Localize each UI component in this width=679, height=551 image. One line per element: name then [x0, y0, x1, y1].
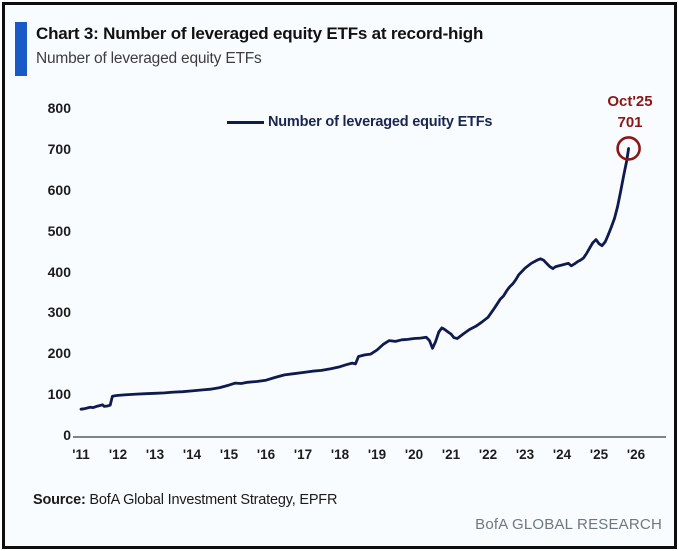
x-tick-label: '26	[626, 447, 646, 462]
data-line	[79, 147, 630, 411]
y-tick-label: 200	[47, 345, 71, 362]
legend-line-swatch	[227, 120, 264, 124]
chart-area: 0 100 200 300 400 500 600 700 800 '11 '12 '13 '14 '1…	[5, 5, 674, 546]
x-tick-label: '13	[145, 447, 165, 462]
y-tick-label: 500	[47, 222, 71, 239]
chart-legend: Number of leveraged equity ETFs	[227, 114, 492, 130]
x-tick-label: '12	[108, 447, 128, 462]
x-tick-label: '15	[219, 447, 239, 462]
y-tick-label: 300	[47, 304, 71, 321]
chart-title: Chart 3: Number of leveraged equity ETFs…	[36, 24, 484, 43]
y-tick-label: 400	[47, 263, 71, 280]
y-tick-label: 100	[47, 386, 71, 403]
x-tick-label: '16	[256, 447, 276, 462]
y-tick-label: 600	[47, 181, 71, 198]
highlight-annotation-label: Oct'25	[607, 93, 653, 110]
x-tick-label: '24	[552, 447, 572, 462]
x-tick-label: '22	[478, 447, 498, 462]
source-prefix: Source:	[33, 492, 86, 508]
x-tick-label: '25	[589, 447, 609, 462]
highlight-annotation-value: 701	[617, 114, 643, 131]
source-text: BofA Global Investment Strategy, EPFR	[85, 492, 338, 508]
y-tick-label: 0	[63, 427, 71, 443]
chart-header: Chart 3: Number of leveraged equity ETFs…	[15, 22, 483, 76]
x-tick-label: '18	[330, 447, 350, 462]
chart-subtitle: Number of leveraged equity ETFs	[36, 49, 262, 67]
x-tick-label: '17	[293, 447, 313, 462]
y-tick-label: 700	[47, 140, 71, 157]
x-tick-label: '19	[367, 447, 387, 462]
chart-canvas	[73, 136, 666, 438]
x-tick-label: '23	[515, 447, 535, 462]
x-tick-label: '21	[441, 447, 461, 462]
source-line: Source: BofA Global Investment Strategy,…	[33, 492, 337, 508]
highlight-circle	[616, 136, 641, 161]
y-tick-label: 800	[47, 100, 71, 116]
accent-bar	[15, 22, 27, 76]
brand-label: BofA GLOBAL RESEARCH	[475, 516, 662, 533]
legend-label: Number of leveraged equity ETFs	[268, 114, 493, 130]
x-tick-label: '14	[182, 447, 202, 462]
x-tick-label: '11	[72, 447, 90, 462]
x-tick-label: '20	[404, 447, 424, 462]
header-text: Chart 3: Number of leveraged equity ETFs…	[36, 22, 483, 76]
